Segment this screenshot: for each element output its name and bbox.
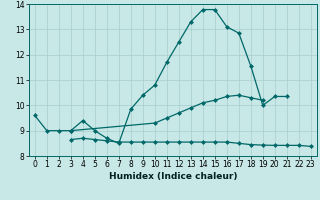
X-axis label: Humidex (Indice chaleur): Humidex (Indice chaleur) — [108, 172, 237, 181]
